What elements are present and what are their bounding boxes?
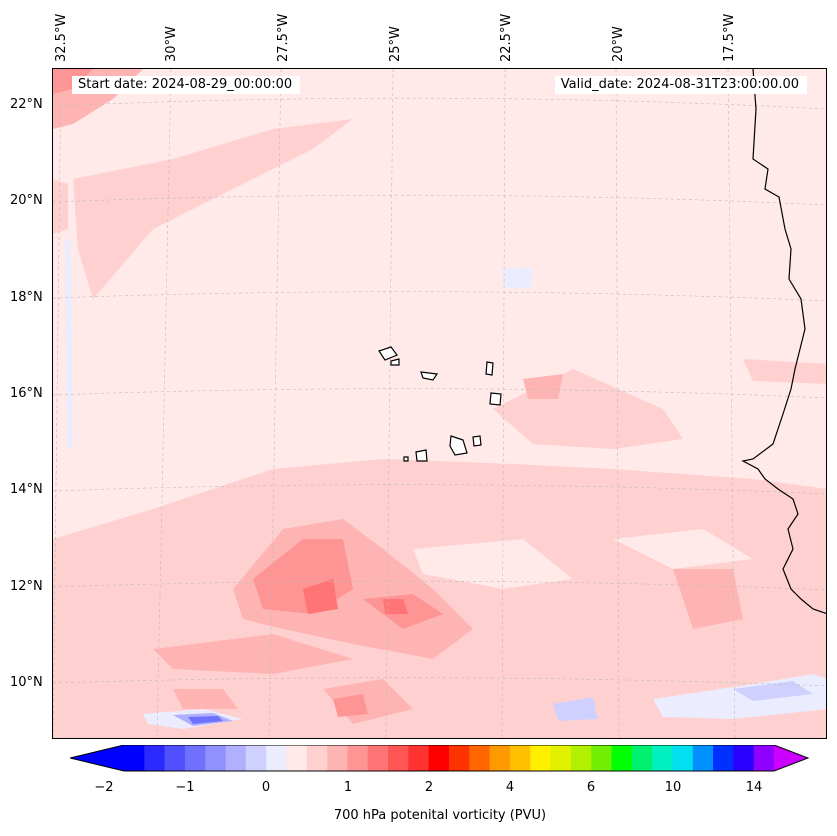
colorbar-segment (611, 745, 633, 771)
lon-label: 30°W (164, 26, 179, 62)
lat-label: 10°N (10, 675, 43, 690)
lat-label: 20°N (10, 193, 43, 208)
colorbar-segment (489, 745, 511, 771)
colorbar-tick: −1 (175, 780, 195, 795)
cape-verde-islands (378, 346, 502, 462)
lat-label: 12°N (10, 579, 43, 594)
colorbar-segment (530, 745, 552, 771)
colorbar-segment (733, 745, 755, 771)
lon-label: 25°W (388, 26, 403, 62)
lon-label: 17.5°W (722, 13, 737, 62)
potential-vorticity-map (53, 69, 826, 738)
lat-label: 22°N (10, 97, 43, 112)
pv-contour (303, 579, 338, 614)
valid-date-label: Valid_date: 2024-08-31T23:00:00.00 (554, 76, 807, 94)
colorbar-segment (184, 745, 206, 771)
colorbar-tick: 6 (586, 780, 596, 795)
colorbar-segment (469, 745, 491, 771)
pv-contour (673, 569, 743, 629)
pv-contour (613, 529, 753, 569)
colorbar-extend-low (70, 745, 124, 771)
colorbar-segment (449, 745, 470, 771)
colorbar-segment (347, 745, 369, 771)
lon-label: 32.5°W (54, 13, 69, 62)
coastline (741, 69, 826, 614)
colorbar-tick: 1 (343, 780, 353, 795)
pv-contour (503, 267, 533, 289)
colorbar-segment (570, 745, 592, 771)
pv-contour (153, 634, 353, 674)
colorbar-label: 700 hPa potenital vorticity (PVU) (333, 808, 547, 823)
colorbar-segment (124, 745, 145, 771)
colorbar-segment (509, 745, 531, 771)
colorbar-segment (286, 745, 308, 771)
colorbar-segment (672, 745, 694, 771)
colorbar-segment (306, 745, 328, 771)
colorbar-tick: 2 (424, 780, 434, 795)
lat-label: 14°N (10, 482, 43, 497)
colorbar-segment (266, 745, 287, 771)
pv-contour (53, 179, 68, 234)
graticule (53, 69, 826, 738)
colorbar-segment (388, 745, 409, 771)
pv-contour (73, 119, 353, 299)
pv-contour (733, 681, 813, 701)
colorbar-segment (652, 745, 673, 771)
colorbar-segment (205, 745, 227, 771)
colorbar-tick: 10 (664, 780, 682, 795)
pv-contour (523, 374, 563, 399)
lon-label: 27.5°W (276, 13, 291, 62)
colorbar-segment (591, 745, 612, 771)
colorbar-tick: 4 (505, 780, 515, 795)
colorbar-extend-high (774, 745, 808, 771)
pv-contour (188, 716, 223, 724)
colorbar-tick: 0 (261, 780, 271, 795)
colorbar-segment (144, 745, 166, 771)
start-date-label: Start date: 2024-08-29_00:00:00 (72, 76, 301, 94)
colorbar-tick: −2 (94, 780, 114, 795)
pv-contour (333, 694, 368, 717)
map-frame (52, 68, 827, 739)
pv-contour (383, 599, 408, 614)
lat-label: 16°N (10, 386, 43, 401)
colorbar-segment (245, 745, 267, 771)
pv-contour (743, 359, 826, 384)
pv-contour (65, 239, 73, 449)
colorbar-segment (753, 745, 775, 771)
lon-label: 20°W (611, 26, 626, 62)
colorbar-segment (327, 745, 348, 771)
pv-contour (553, 697, 598, 721)
pv-contour (413, 539, 573, 589)
colorbar-segment (408, 745, 430, 771)
colorbar-segment (367, 745, 389, 771)
lon-label: 22.5°W (499, 13, 514, 62)
colorbar-segment (692, 745, 714, 771)
colorbar-segment (164, 745, 186, 771)
colorbar-segment (631, 745, 653, 771)
colorbar-segment (225, 745, 247, 771)
colorbar-segment (713, 745, 734, 771)
colorbar-segment (428, 745, 450, 771)
colorbar-outline (70, 745, 810, 772)
pv-contour (173, 689, 238, 709)
lat-label: 18°N (10, 290, 43, 305)
colorbar-segment (550, 745, 572, 771)
pv-contour (493, 369, 683, 449)
colorbar (70, 745, 810, 772)
colorbar-tick: 14 (745, 780, 763, 795)
